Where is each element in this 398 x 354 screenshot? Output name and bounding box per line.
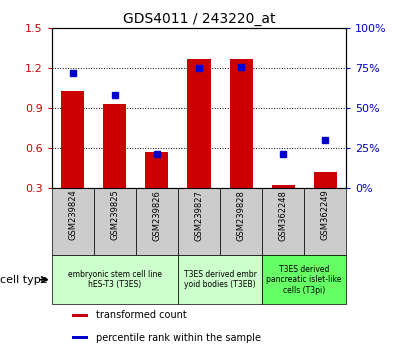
Text: GSM239824: GSM239824 [68, 190, 77, 240]
Bar [72, 336, 88, 339]
Bar [72, 314, 88, 317]
Bar [220, 188, 262, 255]
Bar [52, 255, 178, 304]
Text: T3ES derived
pancreatic islet-like
cells (T3pi): T3ES derived pancreatic islet-like cells… [267, 265, 342, 295]
Text: T3ES derived embr
yoid bodies (T3EB): T3ES derived embr yoid bodies (T3EB) [183, 270, 256, 289]
Bar [136, 188, 178, 255]
Text: cell type: cell type [0, 275, 48, 285]
Bar [52, 188, 94, 255]
Text: GSM239828: GSM239828 [236, 190, 246, 240]
Title: GDS4011 / 243220_at: GDS4011 / 243220_at [123, 12, 275, 26]
Text: transformed count: transformed count [96, 310, 187, 320]
Bar [145, 152, 168, 188]
Bar [230, 59, 253, 188]
Bar [271, 185, 295, 188]
Bar [178, 188, 220, 255]
Bar [178, 255, 262, 304]
Bar [61, 91, 84, 188]
Text: GSM239827: GSM239827 [195, 190, 203, 240]
Bar [103, 104, 127, 188]
Text: percentile rank within the sample: percentile rank within the sample [96, 333, 261, 343]
Bar [304, 188, 346, 255]
Bar [94, 188, 136, 255]
Text: embryonic stem cell line
hES-T3 (T3ES): embryonic stem cell line hES-T3 (T3ES) [68, 270, 162, 289]
Bar [187, 59, 211, 188]
Text: GSM239825: GSM239825 [110, 190, 119, 240]
Text: GSM239826: GSM239826 [152, 190, 162, 240]
Bar [262, 188, 304, 255]
Text: GSM362248: GSM362248 [279, 190, 288, 240]
Text: GSM362249: GSM362249 [321, 190, 330, 240]
Bar [314, 172, 337, 188]
Bar [262, 255, 346, 304]
